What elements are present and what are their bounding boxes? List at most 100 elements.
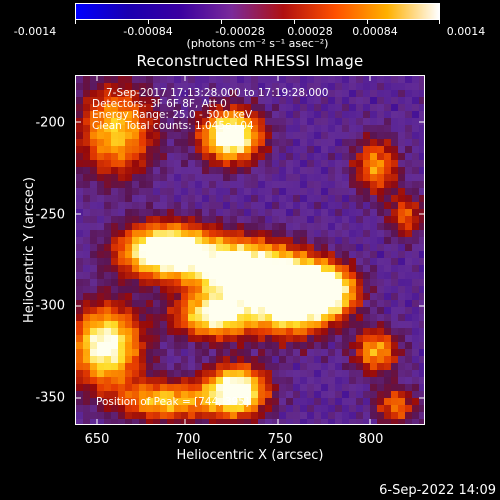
heatmap-pixel [293, 335, 300, 342]
heatmap-pixel [384, 111, 391, 118]
heatmap-pixel [209, 188, 216, 195]
heatmap-pixel [321, 181, 328, 188]
heatmap-pixel [237, 223, 244, 230]
heatmap-pixel [181, 251, 188, 258]
heatmap-pixel [272, 377, 279, 384]
heatmap-pixel [118, 384, 125, 391]
heatmap-pixel [377, 300, 384, 307]
heatmap-pixel [279, 405, 286, 412]
heatmap-pixel [181, 202, 188, 209]
heatmap-pixel [398, 314, 405, 321]
heatmap-pixel [412, 104, 419, 111]
heatmap-pixel [181, 349, 188, 356]
heatmap-pixel [363, 139, 370, 146]
heatmap-pixel [321, 209, 328, 216]
heatmap-pixel [104, 223, 111, 230]
heatmap-pixel [125, 223, 132, 230]
heatmap-pixel [398, 265, 405, 272]
heatmap-pixel [300, 328, 307, 335]
heatmap-pixel [237, 230, 244, 237]
heatmap-pixel [279, 118, 286, 125]
heatmap-pixel [118, 307, 125, 314]
heatmap-pixel [174, 202, 181, 209]
heatmap-pixel [321, 139, 328, 146]
heatmap-pixel [293, 104, 300, 111]
heatmap-pixel [419, 244, 424, 251]
heatmap-pixel [363, 419, 370, 424]
heatmap-pixel [181, 286, 188, 293]
heatmap-pixel [216, 216, 223, 223]
heatmap-pixel [321, 286, 328, 293]
heatmap-pixel [195, 104, 202, 111]
heatmap-pixel [363, 321, 370, 328]
heatmap-pixel [244, 174, 251, 181]
heatmap-pixel [188, 216, 195, 223]
x-tick-label: 750 [267, 432, 293, 447]
heatmap-pixel [265, 202, 272, 209]
heatmap-pixel [314, 202, 321, 209]
heatmap-pixel [76, 223, 83, 230]
heatmap-pixel [419, 419, 424, 424]
heatmap-pixel [132, 202, 139, 209]
heatmap-pixel [118, 167, 125, 174]
heatmap-pixel [76, 342, 83, 349]
heatmap-pixel [412, 216, 419, 223]
heatmap-pixel [293, 265, 300, 272]
heatmap-pixel [272, 265, 279, 272]
heatmap-pixel [216, 391, 223, 398]
heatmap-pixel [419, 300, 424, 307]
heatmap-pixel [104, 90, 111, 97]
heatmap-pixel [342, 412, 349, 419]
heatmap-pixel [286, 104, 293, 111]
heatmap-pixel [377, 174, 384, 181]
heatmap-pixel [293, 90, 300, 97]
heatmap-pixel [146, 391, 153, 398]
heatmap-pixel [286, 153, 293, 160]
heatmap-pixel [97, 237, 104, 244]
heatmap-pixel [258, 160, 265, 167]
heatmap-pixel [209, 272, 216, 279]
heatmap-pixel [405, 244, 412, 251]
heatmap-pixel [153, 111, 160, 118]
heatmap-pixel [216, 419, 223, 424]
heatmap-pixel [244, 405, 251, 412]
heatmap-pixel [251, 153, 258, 160]
heatmap-pixel [160, 223, 167, 230]
heatmap-pixel [230, 146, 237, 153]
heatmap-pixel [90, 272, 97, 279]
heatmap-pixel [321, 321, 328, 328]
heatmap-pixel [419, 279, 424, 286]
heatmap-pixel [83, 342, 90, 349]
heatmap-pixel [384, 377, 391, 384]
heatmap-pixel [314, 356, 321, 363]
heatmap-pixel [195, 244, 202, 251]
heatmap-pixel [230, 139, 237, 146]
heatmap-pixel [363, 328, 370, 335]
heatmap-pixel [377, 244, 384, 251]
heatmap-pixel [377, 391, 384, 398]
heatmap-pixel [174, 244, 181, 251]
heatmap-pixel [286, 195, 293, 202]
heatmap-pixel [132, 363, 139, 370]
heatmap-pixel [139, 286, 146, 293]
heatmap-pixel [300, 195, 307, 202]
heatmap-pixel [265, 153, 272, 160]
heatmap-pixel [391, 328, 398, 335]
heatmap-pixel [209, 167, 216, 174]
heatmap-pixel [314, 146, 321, 153]
heatmap-pixel [104, 419, 111, 424]
heatmap-pixel [118, 258, 125, 265]
heatmap-pixel [118, 265, 125, 272]
heatmap-pixel [370, 118, 377, 125]
heatmap-pixel [335, 216, 342, 223]
heatmap-pixel [307, 370, 314, 377]
heatmap-pixel [272, 132, 279, 139]
heatmap-pixel [97, 104, 104, 111]
heatmap-pixel [335, 293, 342, 300]
heatmap-pixel [405, 216, 412, 223]
heatmap-pixel [146, 321, 153, 328]
heatmap-pixel [97, 118, 104, 125]
heatmap-pixel [272, 111, 279, 118]
heatmap-pixel [76, 279, 83, 286]
heatmap-pixel [265, 83, 272, 90]
